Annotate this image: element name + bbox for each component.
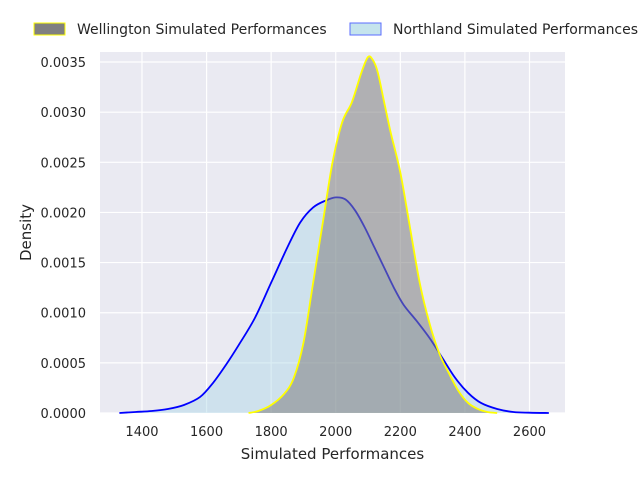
legend: Wellington Simulated Performances Northl… <box>33 22 638 38</box>
legend-swatch-northland <box>349 22 382 36</box>
y-tick-label: 0.0030 <box>41 106 87 121</box>
y-tick-label: 0.0020 <box>41 206 87 221</box>
x-tick-label: 1400 <box>125 425 158 440</box>
legend-swatch-wellington <box>33 22 66 36</box>
legend-label-wellington: Wellington Simulated Performances <box>77 22 327 38</box>
y-tick-label: 0.0015 <box>41 257 87 272</box>
y-tick-label: 0.0000 <box>41 407 87 422</box>
x-tick-label: 2200 <box>384 425 417 440</box>
y-axis-label: Density <box>17 204 35 261</box>
wellington-density-line <box>248 55 498 414</box>
x-tick-label: 2600 <box>513 425 546 440</box>
x-tick-label: 2000 <box>319 425 352 440</box>
x-tick-labels: 1400 1600 1800 2000 2200 2400 2600 <box>125 425 546 440</box>
legend-label-northland: Northland Simulated Performances <box>393 22 638 38</box>
x-tick-label: 2400 <box>448 425 481 440</box>
y-tick-label: 0.0025 <box>41 156 87 171</box>
y-tick-labels: 0.0000 0.0005 0.0010 0.0015 0.0020 0.0025 0.00… <box>41 56 87 422</box>
series-layer <box>119 55 549 414</box>
wellington-density-area <box>248 56 498 414</box>
y-tick-label: 0.0010 <box>41 307 87 322</box>
x-tick-label: 1800 <box>255 425 288 440</box>
x-axis-label: Simulated Performances <box>241 445 425 463</box>
y-tick-label: 0.0005 <box>41 357 87 372</box>
x-tick-label: 1600 <box>190 425 223 440</box>
y-tick-label: 0.0035 <box>41 56 87 71</box>
